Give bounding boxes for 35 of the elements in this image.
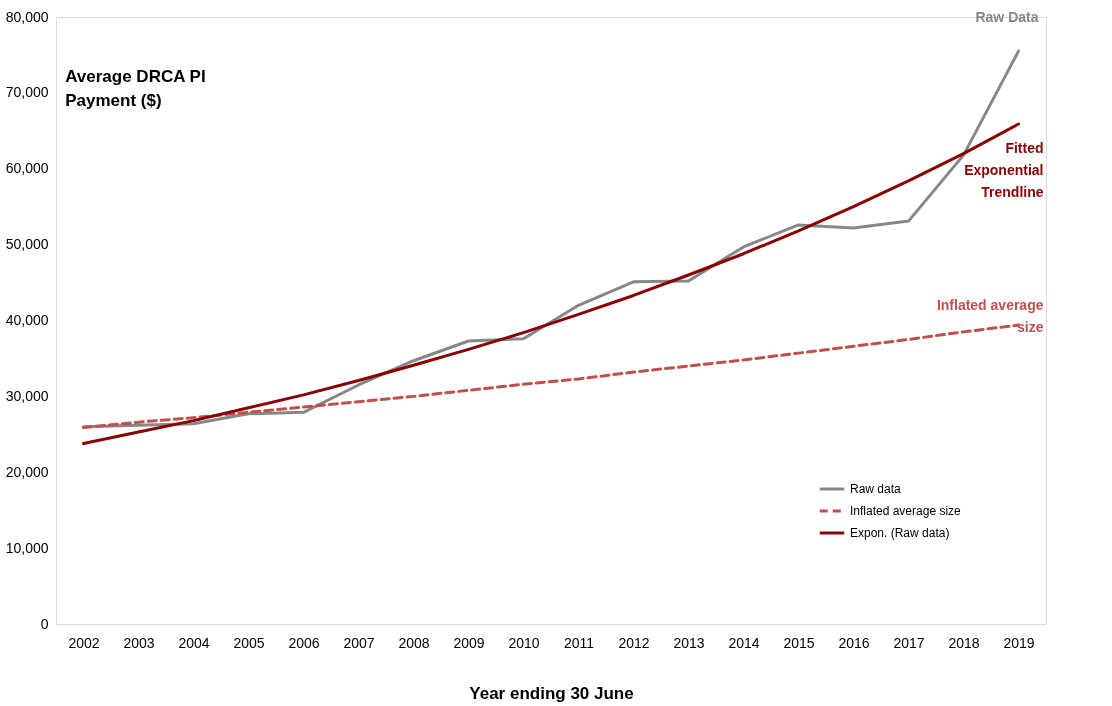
y-tick-label: 20,000 (5, 463, 49, 480)
y-tick-label: 10,000 (5, 539, 49, 556)
x-tick-label: 2008 (398, 634, 430, 651)
x-tick-label: 2016 (838, 634, 870, 651)
y-tick-label: 0 (40, 615, 49, 632)
y-tick-label: 60,000 (5, 160, 49, 177)
y-tick-label: 80,000 (5, 8, 49, 25)
y-tick-label: 70,000 (5, 84, 49, 101)
x-tick-label: 2019 (1003, 634, 1035, 651)
x-tick-label: 2017 (893, 634, 925, 651)
x-axis-title: Year ending 30 June (469, 683, 634, 703)
x-tick-label: 2006 (288, 634, 320, 651)
x-tick-label: 2009 (453, 634, 485, 651)
legend-label: Raw data (850, 482, 902, 496)
x-tick-label: 2007 (343, 634, 375, 651)
legend-label: Inflated average size (850, 504, 962, 518)
x-tick-label: 2003 (123, 634, 155, 651)
x-tick-label: 2010 (508, 634, 540, 651)
annotation: Inflated average size (936, 297, 1044, 336)
x-tick-label: 2014 (728, 634, 760, 651)
annotation: Raw Data (975, 9, 1039, 26)
y-tick-label: 30,000 (5, 387, 49, 404)
x-tick-label: 2018 (948, 634, 980, 651)
x-tick-label: 2012 (618, 634, 650, 651)
annotation: Fitted Exponential Trendline (964, 139, 1044, 200)
x-tick-label: 2015 (783, 634, 815, 651)
x-tick-label: 2002 (68, 634, 100, 651)
x-tick-label: 2004 (178, 634, 210, 651)
x-tick-label: 2011 (563, 634, 595, 651)
legend-label: Expon. (Raw data) (850, 526, 950, 540)
y-tick-label: 40,000 (5, 312, 49, 328)
y-tick-label: 50,000 (5, 236, 49, 253)
x-tick-label: 2005 (233, 634, 265, 651)
x-tick-label: 2013 (673, 634, 705, 651)
text: Average DRCA PI Payment ($) (65, 67, 206, 110)
